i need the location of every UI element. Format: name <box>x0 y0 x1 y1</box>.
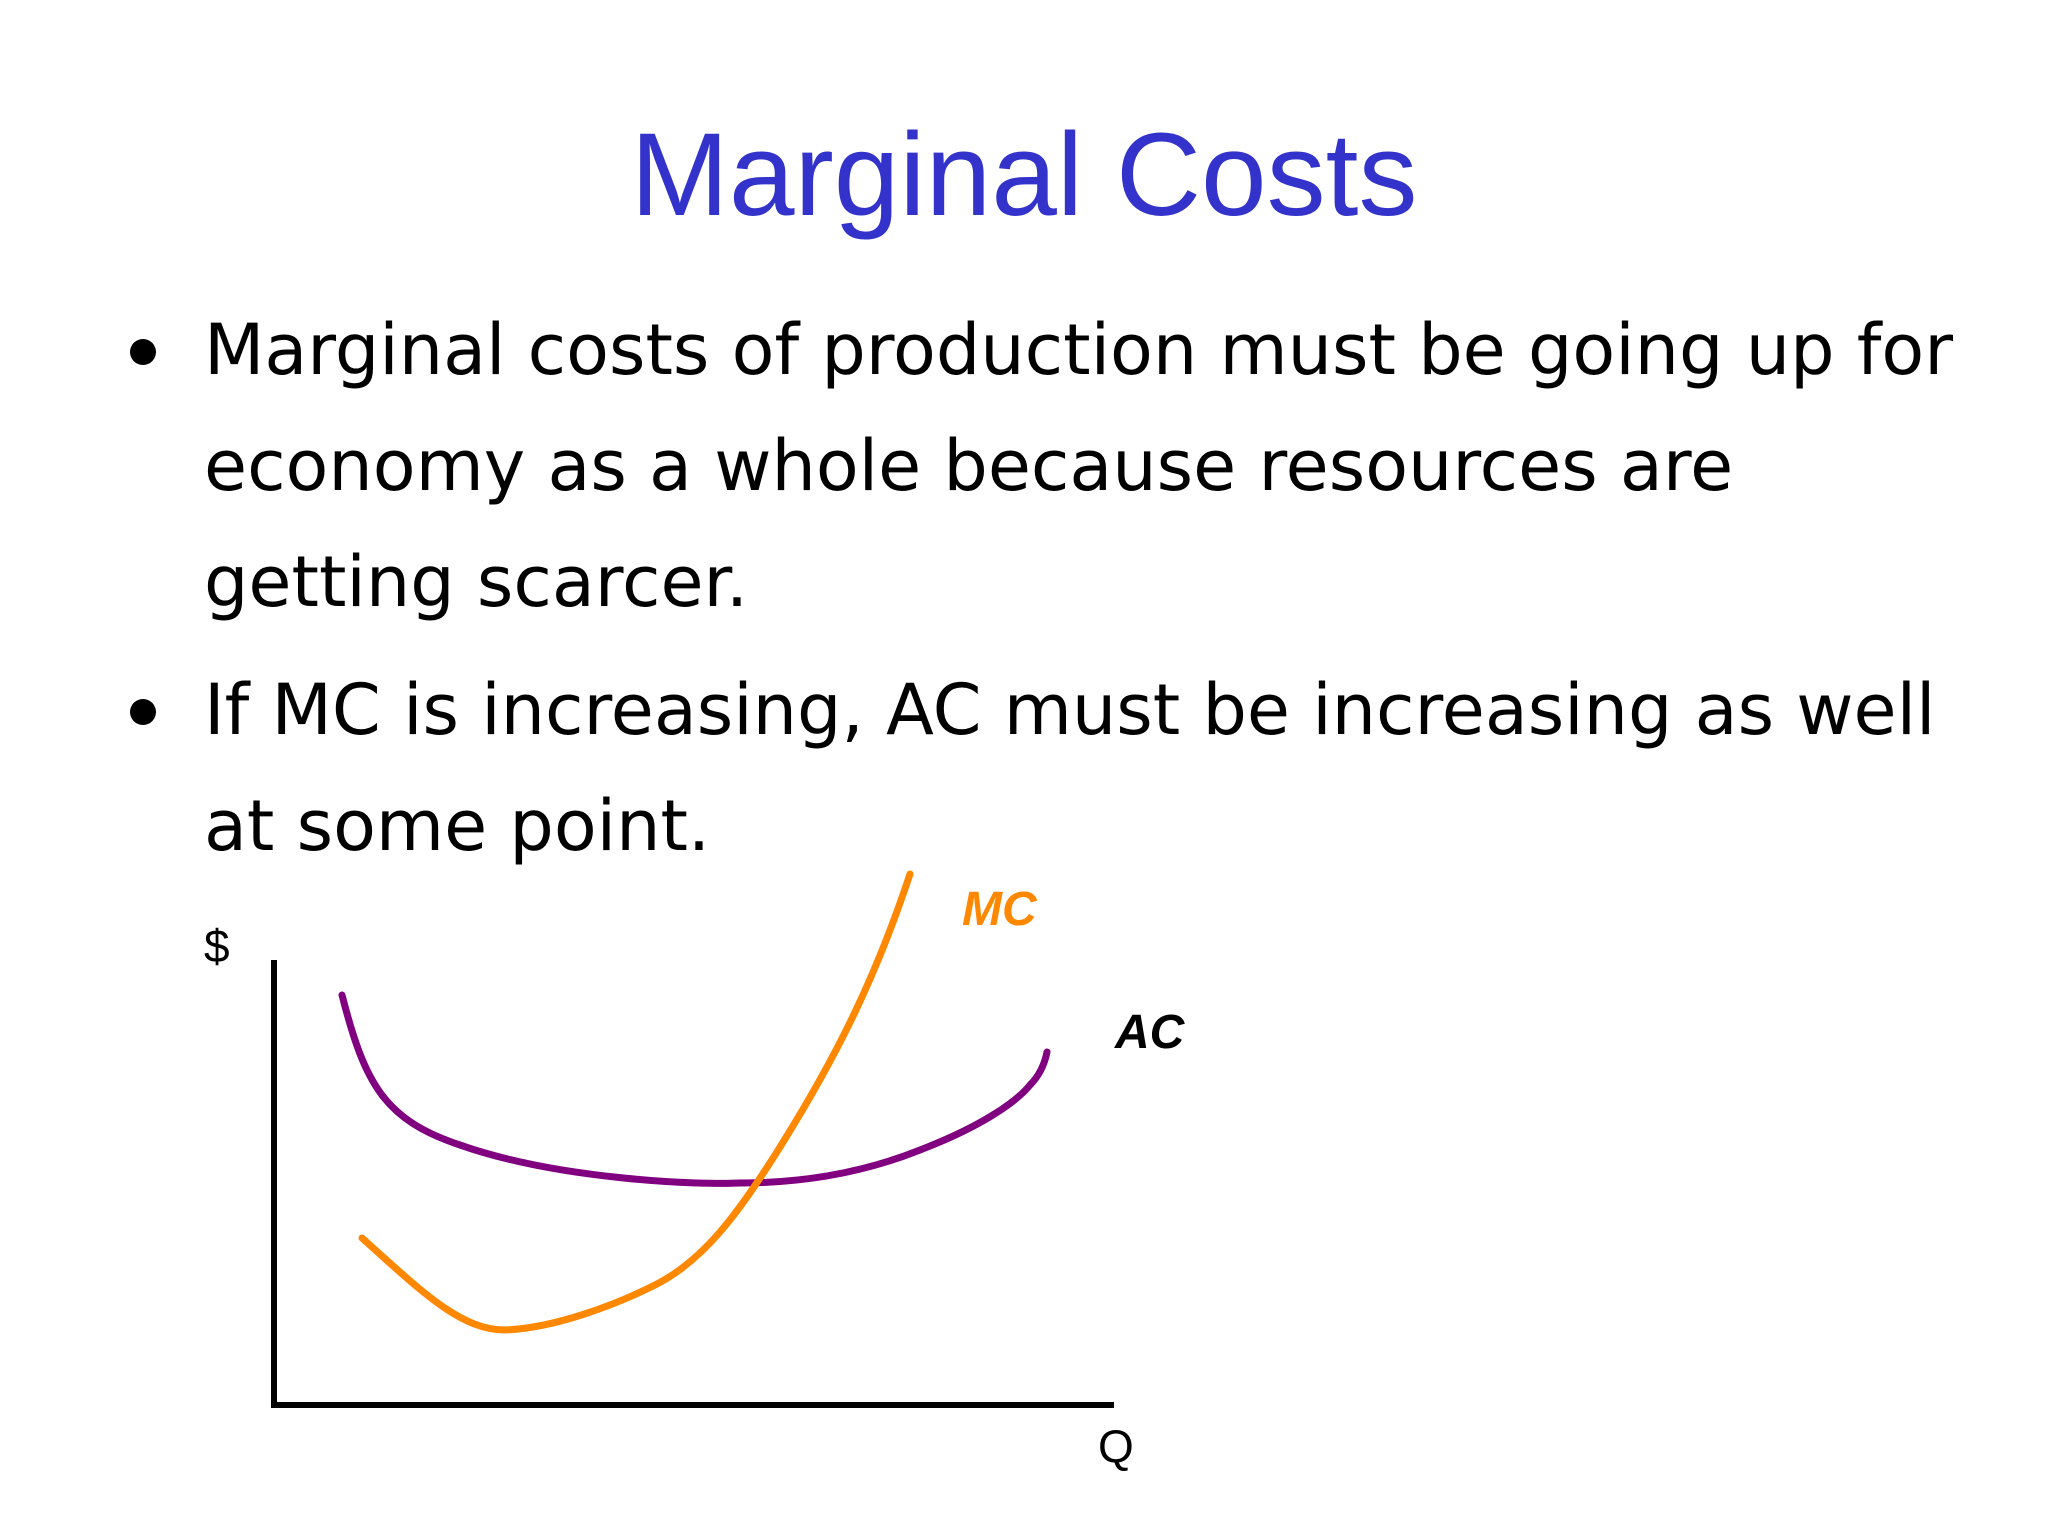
x-axis-label: Q <box>1098 1420 1134 1472</box>
bullet-text: If MC is increasing, AC must be increasi… <box>204 669 1936 867</box>
bullet-text: Marginal costs of production must be goi… <box>204 309 1954 623</box>
mc-curve-label: MC <box>962 883 1038 936</box>
bullet-list: Marginal costs of production must be goi… <box>130 292 1980 896</box>
bullet-dot-icon <box>130 339 156 365</box>
ac-curve <box>338 991 1051 1187</box>
bullet-dot-icon <box>130 699 156 725</box>
bullet-item: Marginal costs of production must be goi… <box>130 292 1980 640</box>
mc-curve <box>358 870 914 1334</box>
slide-title: Marginal Costs <box>630 109 1418 241</box>
ac-curve-label: AC <box>1114 1006 1186 1059</box>
y-axis-label: $ <box>204 920 230 972</box>
bullet-item: If MC is increasing, AC must be increasi… <box>130 652 1980 884</box>
